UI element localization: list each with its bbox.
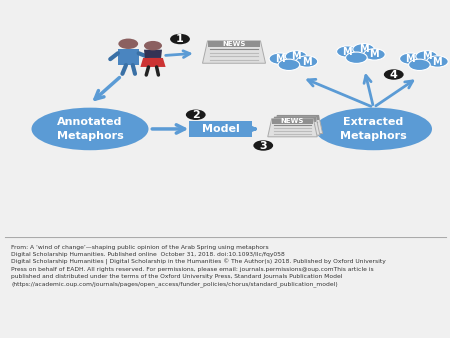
Polygon shape <box>272 119 313 124</box>
FancyBboxPatch shape <box>189 121 252 137</box>
Polygon shape <box>118 48 139 65</box>
Polygon shape <box>202 41 266 63</box>
Text: M: M <box>342 47 352 56</box>
Text: M: M <box>369 49 379 59</box>
Polygon shape <box>144 50 162 58</box>
Circle shape <box>186 110 206 120</box>
Circle shape <box>144 41 162 50</box>
Polygon shape <box>270 117 320 135</box>
Circle shape <box>253 140 273 151</box>
Text: M: M <box>291 51 301 61</box>
Text: M: M <box>359 44 369 54</box>
Text: 3: 3 <box>260 141 267 150</box>
Text: M: M <box>422 51 432 61</box>
Circle shape <box>427 56 448 67</box>
Polygon shape <box>273 115 323 134</box>
Polygon shape <box>268 119 317 137</box>
Ellipse shape <box>32 107 148 150</box>
Circle shape <box>337 46 358 57</box>
Text: Annotated
Metaphors: Annotated Metaphors <box>57 117 123 141</box>
Text: NEWS: NEWS <box>222 41 246 47</box>
Text: M: M <box>432 56 442 67</box>
Circle shape <box>353 44 374 55</box>
Circle shape <box>346 52 367 64</box>
Text: Model: Model <box>202 124 239 134</box>
Polygon shape <box>274 117 316 122</box>
Text: NEWS: NEWS <box>281 118 304 124</box>
Circle shape <box>384 69 404 80</box>
Text: 2: 2 <box>192 110 200 120</box>
Circle shape <box>364 49 385 60</box>
Text: From: A ‘wind of change’—shaping public opinion of the Arab Spring using metapho: From: A ‘wind of change’—shaping public … <box>11 245 386 287</box>
Circle shape <box>269 53 291 64</box>
Polygon shape <box>140 58 166 67</box>
Text: M: M <box>405 54 415 64</box>
Circle shape <box>278 59 300 71</box>
Ellipse shape <box>315 107 432 150</box>
Circle shape <box>285 51 307 62</box>
Circle shape <box>118 39 138 49</box>
Circle shape <box>400 53 421 64</box>
Text: 1: 1 <box>176 34 184 44</box>
Circle shape <box>170 34 190 44</box>
Text: 4: 4 <box>390 70 398 79</box>
Polygon shape <box>207 41 261 47</box>
Text: Extracted
Metaphors: Extracted Metaphors <box>340 117 407 141</box>
Text: M: M <box>275 54 285 64</box>
Circle shape <box>296 56 318 67</box>
Circle shape <box>409 59 430 71</box>
Polygon shape <box>277 115 319 120</box>
Circle shape <box>416 51 437 62</box>
Text: M: M <box>302 56 312 67</box>
